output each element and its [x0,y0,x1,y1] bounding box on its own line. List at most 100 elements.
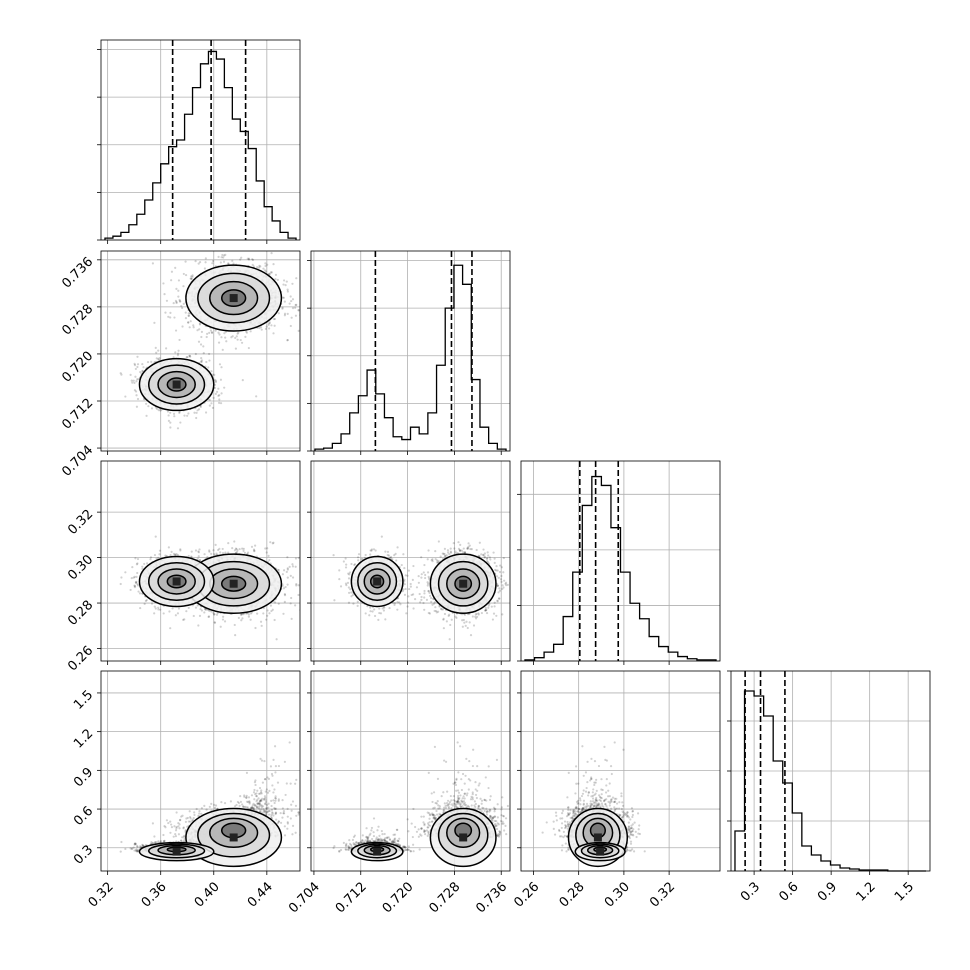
sample-point [173,316,176,319]
sample-point [145,562,149,565]
sample-point [291,563,294,566]
sample-point [214,543,217,546]
sample-point [210,331,214,335]
sample-point [300,333,302,335]
sample-point [158,553,161,556]
sample-point [213,621,217,624]
sample-point [153,612,156,615]
sample-point [133,389,137,392]
sample-point [242,547,245,550]
sample-point [153,553,157,557]
sample-point [244,335,247,339]
sample-point [170,279,173,282]
sample-point [176,354,180,357]
histogram-step [524,475,717,661]
sample-point [241,617,244,620]
sample-point [281,307,284,310]
sample-point [204,608,207,611]
sample-point [253,550,256,553]
sample-point [198,559,202,562]
sample-point [194,606,198,609]
sample-point [282,296,286,299]
sample-point [309,576,311,578]
sample-point [171,607,174,610]
sample-point [192,614,195,618]
sample-point [204,257,207,260]
density-peak [229,294,238,303]
sample-point [178,338,181,342]
sample-point [169,311,172,315]
sample-point [133,575,136,578]
sample-point [245,330,248,333]
sample-point [294,565,297,568]
sample-point [150,360,153,363]
sample-point [242,549,245,553]
sample-point [192,324,195,327]
density-peak [172,380,181,389]
sample-point [215,613,219,616]
sample-point [204,411,208,414]
sample-point [202,352,205,355]
sample-point [213,386,217,390]
sample-point [282,612,285,615]
sample-point [223,386,226,389]
sample-point [197,262,200,265]
sample-point [197,550,200,553]
sample-point [241,379,244,382]
sample-point [172,412,176,415]
sample-point [213,378,216,382]
sample-point [270,271,273,274]
sample-point [221,348,224,351]
sample-point [124,571,127,574]
sample-point [162,612,165,615]
sample-point [240,341,244,344]
sample-point [234,336,237,340]
sample-point [233,540,236,543]
sample-point [135,380,138,383]
sample-point [218,363,222,366]
sample-point [178,410,181,413]
sample-point [271,608,274,611]
sample-point [197,408,201,411]
sample-point [270,252,273,255]
sample-point [165,347,168,350]
sample-point [221,551,225,555]
sample-point [304,287,306,289]
sample-point [212,396,215,399]
sample-point [281,296,284,299]
panel-frame [730,670,931,872]
panel-frame [100,39,301,241]
sample-point [136,562,139,565]
sample-point [224,336,227,339]
sample-point [167,315,170,318]
sample-point [212,613,216,616]
sample-point [198,261,202,264]
sample-point [167,414,170,417]
sample-point [129,373,132,376]
sample-point [227,262,230,265]
sample-point [294,303,297,307]
sample-point [147,405,150,408]
sample-point [180,304,183,308]
sample-point [256,612,259,615]
sample-point [169,627,172,630]
sample-point [214,392,217,396]
sample-point [286,567,289,570]
sample-point [223,243,225,245]
sample-point [189,277,192,280]
sample-point [194,549,198,552]
sample-point [237,331,240,334]
sample-point [169,411,172,414]
sample-point [220,336,223,339]
sample-point [210,552,213,555]
sample-point [166,410,170,413]
sample-point [208,549,211,552]
sample-point [188,354,191,357]
sample-point [188,326,191,329]
sample-point [178,300,182,303]
sample-point [255,395,258,398]
sample-point [217,341,221,344]
sample-point [158,358,161,362]
sample-point [217,331,220,334]
sample-point [286,339,289,342]
